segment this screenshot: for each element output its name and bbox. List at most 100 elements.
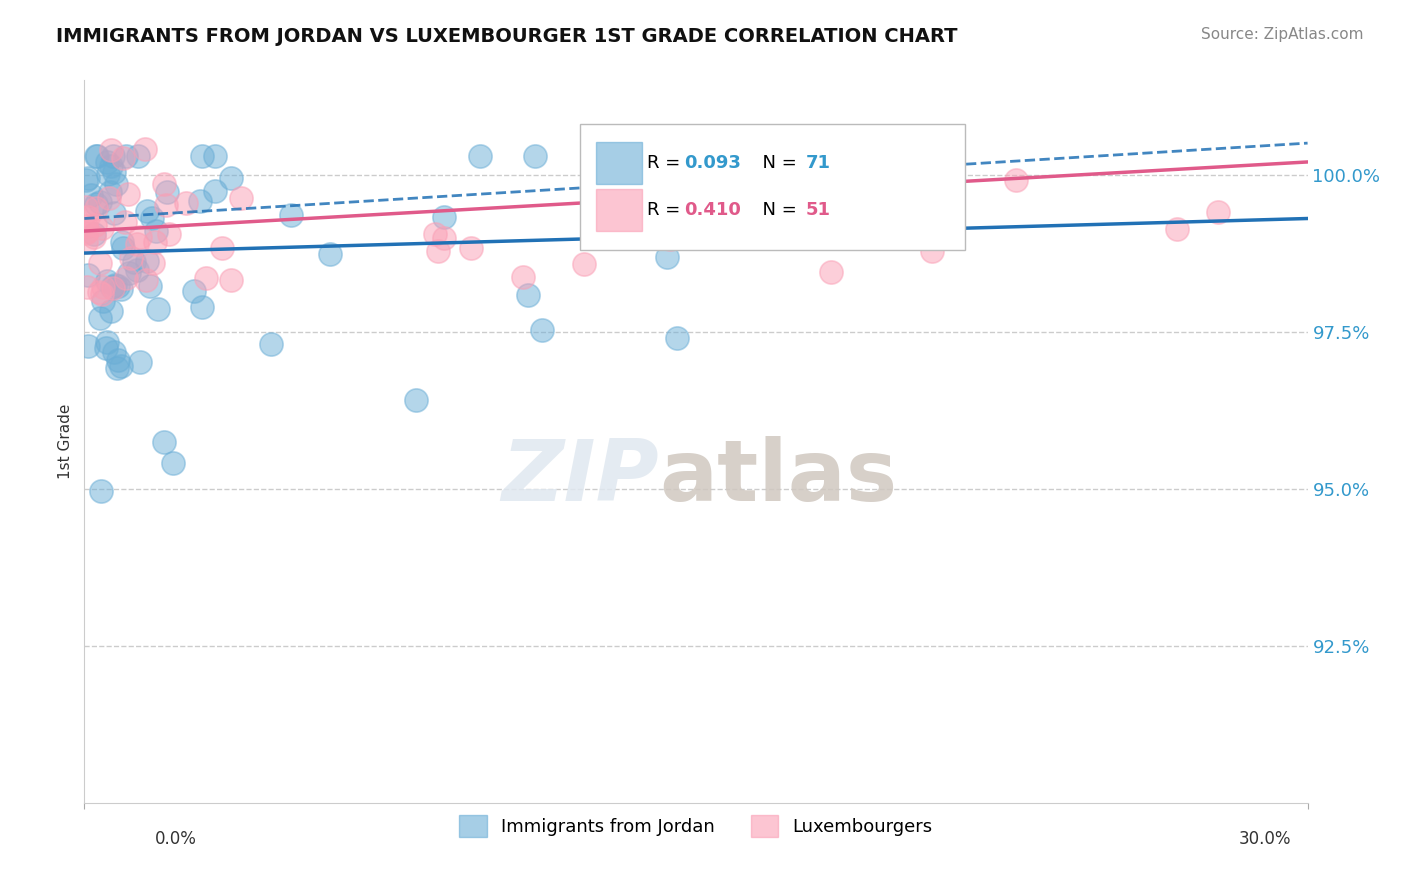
Point <box>219 170 242 185</box>
Point <box>145 224 167 238</box>
Point <box>96 155 118 169</box>
Text: N =: N = <box>751 202 803 219</box>
Point <box>125 236 148 251</box>
Point <box>110 359 132 373</box>
Point <box>75 173 97 187</box>
Point <box>97 167 120 181</box>
Point <box>433 210 456 224</box>
Point <box>139 279 162 293</box>
Point <box>572 256 595 270</box>
Text: N =: N = <box>751 153 803 171</box>
FancyBboxPatch shape <box>596 142 643 184</box>
Point <box>89 311 111 326</box>
Point <box>118 266 141 280</box>
Text: 0.093: 0.093 <box>683 153 741 171</box>
Point <box>76 210 98 224</box>
Point <box>433 230 456 244</box>
Point <box>86 149 108 163</box>
Point <box>100 280 122 294</box>
Point <box>318 247 340 261</box>
Point <box>142 256 165 270</box>
Point <box>120 252 142 266</box>
Point <box>100 185 122 199</box>
Point <box>90 287 112 301</box>
Point <box>204 185 226 199</box>
Point <box>820 265 842 279</box>
Point <box>115 149 138 163</box>
Point <box>135 204 157 219</box>
Point <box>91 293 114 308</box>
Text: IMMIGRANTS FROM JORDAN VS LUXEMBOURGER 1ST GRADE CORRELATION CHART: IMMIGRANTS FROM JORDAN VS LUXEMBOURGER 1… <box>56 27 957 45</box>
Point <box>105 177 128 191</box>
Point <box>77 339 100 353</box>
Point <box>605 149 627 163</box>
Point <box>75 219 97 233</box>
Point <box>190 300 212 314</box>
Point <box>1005 173 1028 187</box>
Point <box>153 434 176 449</box>
Point <box>107 278 129 293</box>
Text: 71: 71 <box>806 153 831 171</box>
Point <box>921 244 943 259</box>
Point <box>143 235 166 249</box>
Point <box>191 149 214 163</box>
Point <box>188 194 211 209</box>
Text: 0.410: 0.410 <box>683 202 741 219</box>
Point <box>111 235 134 249</box>
Point <box>87 285 110 299</box>
Y-axis label: 1st Grade: 1st Grade <box>58 404 73 479</box>
Point <box>103 281 125 295</box>
Point <box>661 149 683 163</box>
Point <box>77 268 100 282</box>
Point <box>90 484 112 499</box>
Point <box>100 303 122 318</box>
Point <box>125 263 148 277</box>
Point <box>600 149 623 163</box>
Point <box>152 177 174 191</box>
Point <box>83 227 105 241</box>
Point <box>141 211 163 226</box>
Point <box>1166 222 1188 236</box>
Point <box>280 208 302 222</box>
FancyBboxPatch shape <box>579 124 965 250</box>
Point <box>98 191 121 205</box>
Point <box>162 456 184 470</box>
FancyBboxPatch shape <box>596 189 643 231</box>
Point <box>229 191 252 205</box>
Point <box>105 361 128 376</box>
Point <box>84 149 107 163</box>
Point <box>107 352 129 367</box>
Point <box>426 244 449 258</box>
Point <box>129 229 152 244</box>
Point <box>76 279 98 293</box>
Point <box>100 143 122 157</box>
Text: 30.0%: 30.0% <box>1239 830 1292 847</box>
Point <box>530 323 553 337</box>
Point <box>75 226 97 240</box>
Point <box>148 302 170 317</box>
Point <box>156 185 179 199</box>
Point <box>103 345 125 359</box>
Point <box>96 274 118 288</box>
Point <box>127 149 149 163</box>
Point <box>260 336 283 351</box>
Point <box>115 271 138 285</box>
Point <box>89 194 111 209</box>
Point <box>83 230 105 244</box>
Point <box>423 227 446 241</box>
Point <box>104 278 127 293</box>
Point <box>84 218 107 232</box>
Point <box>219 273 242 287</box>
Point <box>129 355 152 369</box>
Text: 51: 51 <box>806 202 831 219</box>
Point <box>136 254 159 268</box>
Point <box>84 197 107 211</box>
Point <box>93 279 115 293</box>
Point <box>135 273 157 287</box>
Point <box>122 255 145 269</box>
Point <box>114 215 136 229</box>
Point <box>655 251 678 265</box>
Point <box>111 151 134 165</box>
Point <box>76 224 98 238</box>
Point <box>204 149 226 163</box>
